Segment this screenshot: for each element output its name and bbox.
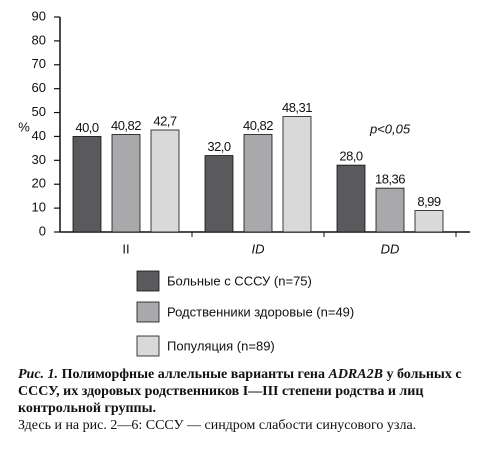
bar [150, 129, 180, 233]
value-label: 8,99 [417, 194, 441, 209]
x-tick-label: II [122, 241, 129, 256]
caption-title: Рис. 1. Полиморфные аллельные варианты г… [18, 366, 470, 417]
y-tick-label: 30 [32, 152, 46, 167]
value-label: 32,0 [207, 139, 231, 154]
value-label: 40,0 [75, 120, 99, 135]
y-tick-label: 60 [32, 80, 46, 95]
bar [336, 164, 366, 233]
y-tick-label: 90 [32, 8, 46, 23]
x-tick-label: DD [381, 241, 400, 256]
x-tick-label: ID [252, 241, 265, 256]
y-tick-label: 10 [32, 200, 46, 215]
bar [282, 116, 312, 233]
chart: % p<0,05 0 10 20 30 40 50 60 70 80 90 II 40,0 40,82 4… [18, 8, 470, 357]
bar [375, 187, 405, 233]
legend-label: Больные с СССУ (n=75) [167, 273, 312, 288]
value-label: 18,36 [375, 172, 405, 187]
bar [204, 155, 234, 233]
y-tick-label: 40 [32, 128, 46, 143]
y-tick-label: 20 [32, 176, 46, 191]
y-tick-label: 0 [39, 223, 46, 238]
annotation: p<0,05 [369, 121, 411, 136]
y-tick-label: 80 [32, 32, 46, 47]
legend-label: Популяция (n=89) [167, 338, 275, 353]
value-label: 48,31 [282, 100, 312, 115]
value-label: 42,7 [153, 113, 177, 128]
y-tick-label: 50 [32, 104, 46, 119]
bar [243, 134, 273, 233]
gene-name: ADRA2B [328, 367, 383, 382]
caption: Рис. 1. Полиморфные аллельные варианты г… [18, 366, 470, 434]
y-axis-label: % [18, 119, 30, 134]
caption-text: у больных с СССУ, их здоровых родственни… [18, 367, 462, 416]
legend-swatch [136, 335, 160, 357]
bar [111, 134, 141, 233]
caption-text: Полиморфные аллельные варианты гена [61, 367, 329, 382]
value-label: 40,82 [111, 118, 141, 133]
bar [72, 136, 102, 233]
legend-label: Родственники здоровые (n=49) [167, 304, 354, 319]
legend-swatch [136, 270, 160, 292]
y-tick-label: 70 [32, 56, 46, 71]
legend-swatch [136, 301, 160, 323]
value-label: 28,0 [339, 149, 363, 164]
bar [414, 210, 444, 233]
value-label: 40,82 [243, 118, 273, 133]
caption-note: Здесь и на рис. 2—6: СССУ — синдром слаб… [18, 418, 417, 433]
caption-label: Рис. 1. [18, 367, 59, 382]
